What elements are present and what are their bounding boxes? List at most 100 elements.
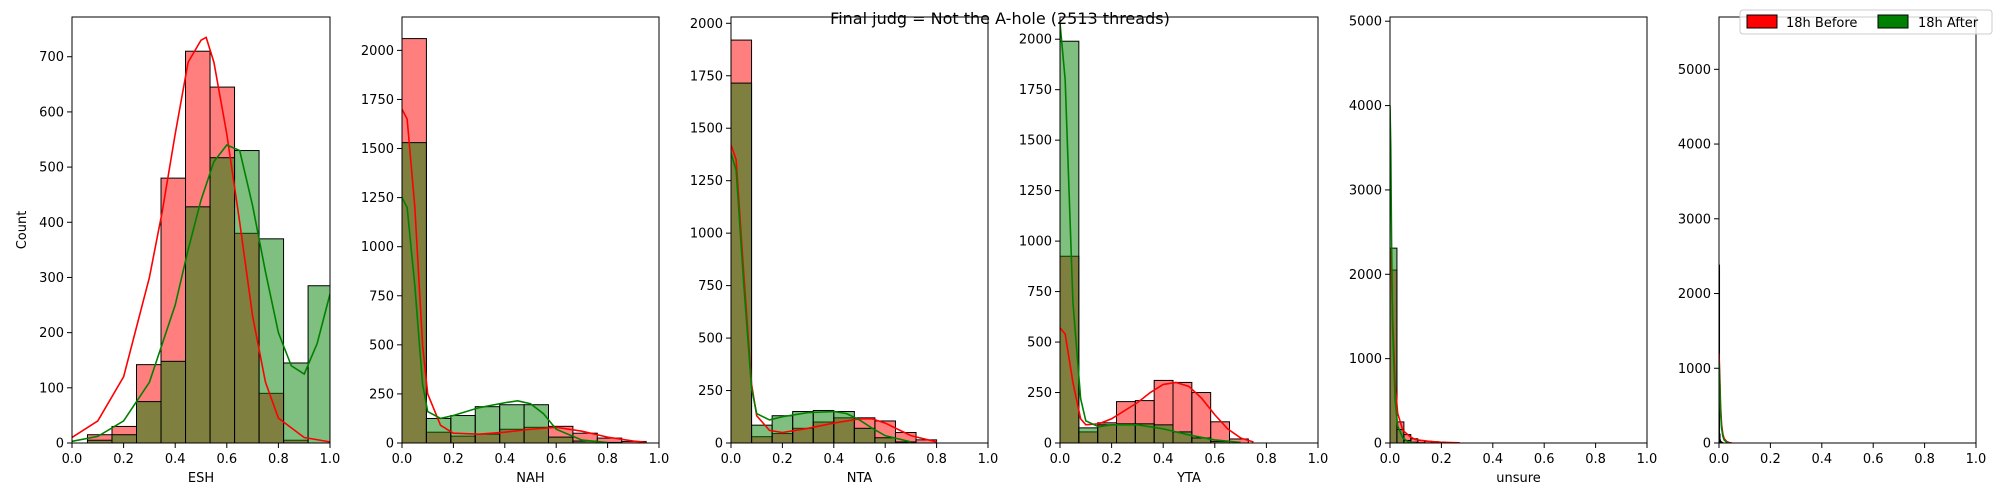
- x-tick-label: 1.0: [649, 452, 670, 467]
- y-tick-label: 250: [1027, 386, 1052, 401]
- series-bars-after: [402, 142, 623, 443]
- y-tick-label: 1500: [361, 142, 394, 157]
- x-tick-label: 0.4: [1153, 452, 1174, 467]
- kde-line-after: [402, 197, 608, 443]
- kde-line-before: [1060, 327, 1254, 443]
- x-tick-label: 0.0: [62, 452, 83, 467]
- histogram-bar: [523, 404, 549, 443]
- x-tick-label: 0.8: [268, 452, 289, 467]
- kde-line-after: [731, 153, 912, 443]
- x-tick-label: 0.6: [1863, 452, 1884, 467]
- x-axis-label: YTA: [1176, 471, 1201, 486]
- y-axis-label: Count: [15, 211, 30, 250]
- y-tick-label: 500: [369, 338, 394, 353]
- plot-area: [72, 36, 330, 443]
- y-tick-label: 1000: [1678, 362, 1711, 377]
- plot-area: [402, 38, 647, 443]
- y-tick-label: 5000: [1678, 63, 1711, 78]
- y-tick-label: 0: [715, 437, 723, 452]
- histogram-bar: [874, 437, 896, 443]
- histogram-bar: [1116, 423, 1136, 443]
- plot-area: [1060, 22, 1254, 443]
- y-tick-label: 500: [698, 332, 723, 347]
- histogram-bar: [111, 434, 137, 443]
- axes-frame: [401, 16, 660, 444]
- y-tick-label: 0: [386, 437, 394, 452]
- y-tick-label: 1250: [361, 191, 394, 206]
- series-bars-after: [86, 150, 330, 443]
- histogram-bar: [771, 415, 794, 443]
- histogram-bar: [731, 82, 753, 443]
- x-tick-label: 0.4: [1482, 452, 1503, 467]
- x-tick-label: 0.8: [597, 452, 618, 467]
- x-tick-label: 0.4: [1811, 452, 1832, 467]
- histogram-bar: [136, 401, 162, 443]
- histogram-bar: [1719, 436, 1721, 443]
- y-tick-label: 0: [1374, 437, 1382, 452]
- x-axis-label: NAH: [516, 471, 544, 486]
- y-tick-label: 0: [1703, 437, 1711, 452]
- x-tick-label: 1.0: [1308, 452, 1329, 467]
- axes-frame: [1059, 16, 1319, 444]
- x-tick-label: 0.2: [1101, 452, 1122, 467]
- legend-label-before: 18h Before: [1786, 16, 1857, 31]
- x-tick-label: 0.6: [875, 452, 896, 467]
- figure-legend: 18h Before 18h After: [1739, 9, 1993, 35]
- histogram-bar: [402, 142, 427, 443]
- y-tick-label: 1750: [361, 93, 394, 108]
- subplot-6: 0.0 0.2 0.4 0.6 0.8 1.0 0 1000 2000 3000 4000 5000: [1678, 16, 1986, 467]
- y-tick-label: 750: [1027, 285, 1052, 300]
- x-axis-label: unsure: [1496, 471, 1541, 486]
- legend-swatch-before: [1746, 14, 1778, 29]
- y-tick-label: 1000: [690, 227, 723, 242]
- axes-frame: [71, 16, 331, 444]
- histogram-bar: [474, 406, 501, 443]
- y-tick-label: 3000: [1678, 212, 1711, 227]
- kde-line-after: [1060, 22, 1241, 443]
- x-tick-label: 0.6: [1534, 452, 1555, 467]
- histogram-bar: [185, 206, 211, 443]
- histogram-bar: [258, 238, 285, 443]
- y-tick-label: 600: [39, 105, 64, 120]
- subplot-4: 0.0 0.2 0.4 0.6 0.8 1.0 0 250 500 750 1000 1250 1500…: [1019, 16, 1329, 486]
- x-tick-label: 0.6: [1204, 452, 1225, 467]
- y-tick-label: 2000: [1678, 287, 1711, 302]
- y-tick-label: 4000: [1678, 138, 1711, 153]
- histogram-bar: [234, 150, 260, 443]
- y-tick-label: 2000: [1019, 33, 1052, 48]
- histogram-bar: [209, 157, 236, 443]
- y-tick-label: 250: [698, 384, 723, 399]
- y-tick-label: 1750: [690, 69, 723, 84]
- histogram-bar: [1097, 424, 1118, 443]
- plot-area: [1390, 105, 1460, 443]
- histogram-bar: [450, 415, 476, 443]
- y-tick-label: 100: [39, 381, 64, 396]
- plot-area: [731, 39, 938, 443]
- histogram-bar: [547, 436, 574, 443]
- x-tick-label: 0.6: [216, 452, 237, 467]
- x-tick-label: 1.0: [978, 452, 999, 467]
- y-tick-label: 1000: [361, 240, 394, 255]
- y-tick-label: 1000: [1019, 235, 1052, 250]
- y-tick-label: 300: [39, 271, 64, 286]
- x-tick-label: 0.8: [1914, 452, 1935, 467]
- y-tick-label: 1250: [1019, 184, 1052, 199]
- kde-line-before: [402, 108, 647, 443]
- x-tick-label: 0.2: [443, 452, 464, 467]
- histogram-bar: [1060, 40, 1080, 443]
- y-tick-label: 0: [1044, 437, 1052, 452]
- subplot-1: 0.0 0.2 0.4 0.6 0.8 1.0 0 100 200 300 400 500 600 700…: [15, 16, 340, 486]
- histogram-bar: [499, 404, 525, 443]
- legend-frame: [1739, 9, 1993, 35]
- subplot-3: 0.0 0.2 0.4 0.6 0.8 1.0 0 250 500 750 1000 1250 1500…: [690, 16, 999, 486]
- y-tick-label: 250: [369, 387, 394, 402]
- axes-frame: [730, 16, 989, 444]
- histogram-bar: [894, 441, 917, 443]
- y-tick-label: 0: [56, 437, 64, 452]
- y-tick-label: 750: [698, 279, 723, 294]
- subplot-panels: 0.0 0.2 0.4 0.6 0.8 1.0 0 100 200 300 400 500 600 700…: [15, 15, 1986, 486]
- figure-title: Final judg = Not the A-hole (2513 thread…: [830, 9, 1170, 28]
- subplot-5: 0.0 0.2 0.4 0.6 0.8 1.0 0 1000 2000 3000 4000 5000 u…: [1349, 15, 1657, 486]
- y-tick-label: 1500: [1019, 134, 1052, 149]
